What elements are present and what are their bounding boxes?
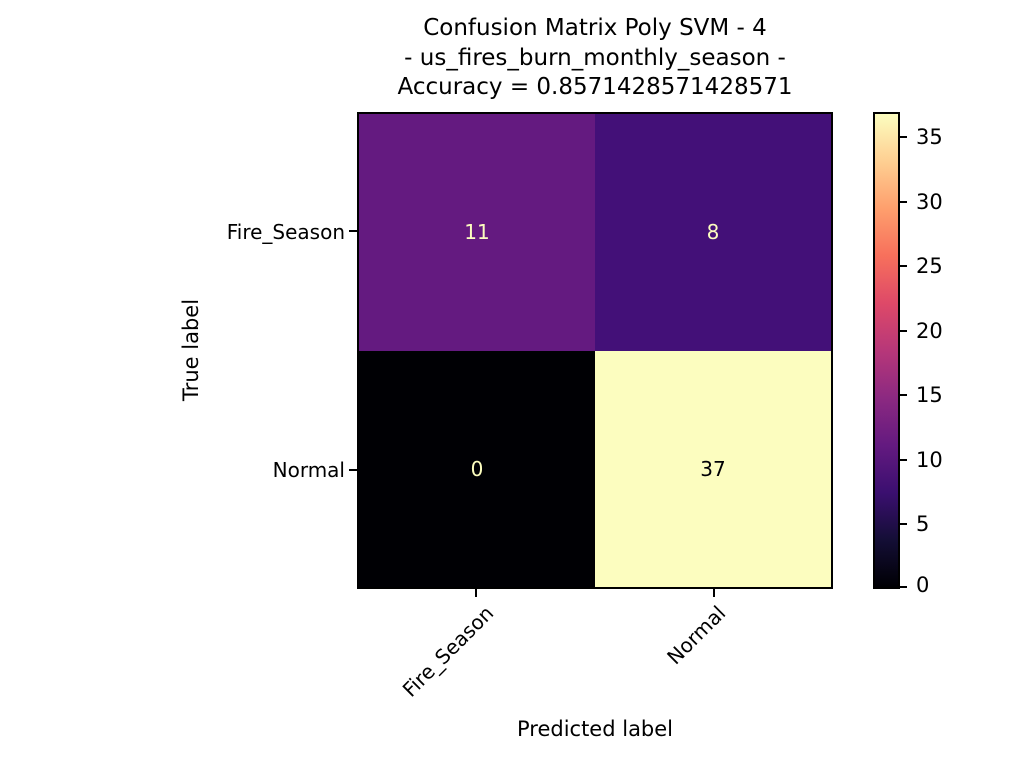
- cell-true-normal-pred-fireseason: 0: [359, 350, 595, 587]
- colorbar-tick-mark-15: [900, 394, 907, 396]
- colorbar: [873, 112, 900, 589]
- y-axis-label: True label: [179, 298, 203, 402]
- colorbar-tick-mark-20: [900, 330, 907, 332]
- cell-value: 8: [706, 220, 720, 245]
- colorbar-tick-label-10: 10: [916, 448, 943, 472]
- colorbar-tick-label-25: 25: [916, 254, 943, 278]
- x-tick-mark-normal: [713, 589, 715, 597]
- y-tick-label-normal: Normal: [272, 458, 345, 482]
- x-tick-label-fire-season: Fire_Season: [397, 601, 498, 702]
- y-tick-mark-normal: [349, 469, 357, 471]
- colorbar-tick-label-35: 35: [916, 125, 943, 149]
- chart-title-line-2: - us_fires_burn_monthly_season -: [404, 44, 786, 71]
- y-tick-mark-fire-season: [349, 230, 357, 232]
- x-axis-label: Predicted label: [516, 717, 674, 741]
- colorbar-tick-mark-0: [900, 586, 907, 588]
- cell-true-fireseason-pred-fireseason: 11: [359, 114, 595, 351]
- colorbar-tick-mark-35: [900, 136, 907, 138]
- cell-value: 0: [470, 456, 484, 481]
- colorbar-tick-label-20: 20: [916, 319, 943, 343]
- colorbar-gradient: [875, 114, 898, 587]
- cell-true-fireseason-pred-normal: 8: [595, 114, 831, 351]
- cell-true-normal-pred-normal: 37: [595, 350, 831, 587]
- x-tick-label-normal: Normal: [661, 601, 730, 670]
- y-tick-label-fire-season: Fire_Season: [226, 220, 345, 244]
- colorbar-tick-label-5: 5: [916, 512, 930, 536]
- chart-title-line-1: Confusion Matrix Poly SVM - 4: [423, 15, 767, 41]
- colorbar-tick-mark-5: [900, 523, 907, 525]
- colorbar-tick-label-0: 0: [916, 573, 930, 597]
- colorbar-tick-label-30: 30: [916, 190, 943, 214]
- colorbar-tick-mark-30: [900, 201, 907, 203]
- colorbar-tick-mark-10: [900, 459, 907, 461]
- colorbar-tick-mark-25: [900, 265, 907, 267]
- chart-title: Confusion Matrix Poly SVM - 4 - us_fires…: [398, 14, 793, 103]
- cell-value: 37: [700, 456, 726, 481]
- chart-title-line-3: Accuracy = 0.8571428571428571: [397, 74, 793, 100]
- cell-value: 11: [464, 220, 490, 245]
- confusion-matrix-heatmap: 11 8 0 37: [357, 112, 833, 589]
- x-tick-mark-fire-season: [475, 589, 477, 597]
- colorbar-tick-label-15: 15: [916, 383, 943, 407]
